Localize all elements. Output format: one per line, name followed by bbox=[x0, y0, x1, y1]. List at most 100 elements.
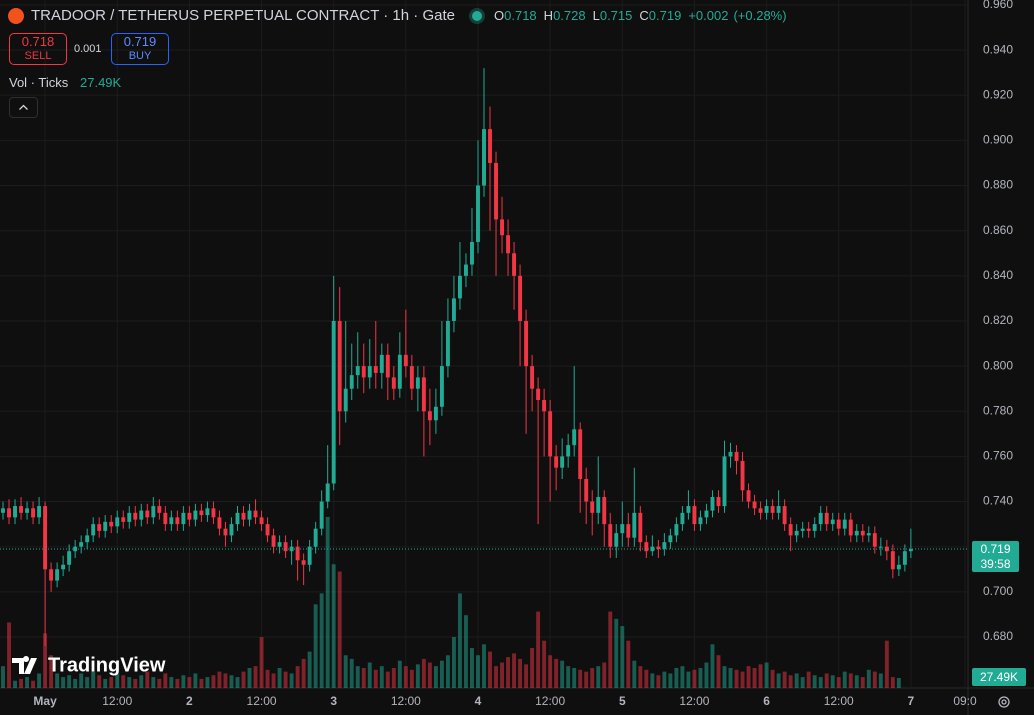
volume-bar bbox=[674, 667, 679, 688]
candle-body bbox=[890, 551, 895, 570]
candle-body bbox=[331, 320, 336, 484]
candle-body bbox=[614, 533, 619, 547]
volume-bar bbox=[439, 660, 444, 688]
y-tick-label: 0.800 bbox=[983, 358, 1013, 372]
candle-body bbox=[55, 569, 60, 581]
ohlc-label: H bbox=[543, 8, 554, 23]
sell-button[interactable]: 0.718 SELL bbox=[9, 33, 67, 65]
sell-price: 0.718 bbox=[21, 34, 55, 49]
volume-bar bbox=[620, 626, 625, 688]
candle-body bbox=[409, 366, 414, 389]
candle-body bbox=[482, 129, 486, 186]
last-price: 0.719 bbox=[980, 542, 1011, 556]
candle-body bbox=[734, 451, 739, 461]
x-tick-label: 12:00 bbox=[391, 694, 421, 708]
collapse-button[interactable] bbox=[9, 97, 38, 118]
candle-body bbox=[680, 512, 685, 525]
candle-body bbox=[115, 517, 120, 527]
volume-bar bbox=[692, 669, 697, 688]
volume-bar bbox=[464, 615, 468, 688]
candle-body bbox=[445, 320, 450, 367]
grid bbox=[0, 0, 968, 688]
candle-body bbox=[139, 510, 144, 520]
volume-bar bbox=[794, 673, 799, 688]
candle-body bbox=[686, 506, 691, 513]
candle-body bbox=[872, 533, 877, 547]
candle-body bbox=[530, 366, 535, 389]
candle-body bbox=[421, 377, 426, 412]
volume-bar bbox=[427, 662, 432, 688]
volume-bar bbox=[602, 662, 607, 688]
spread: 0.001 bbox=[74, 43, 102, 55]
candle-body bbox=[235, 512, 240, 525]
candle-body bbox=[554, 456, 559, 468]
market-status bbox=[472, 11, 482, 21]
candle-body bbox=[181, 512, 186, 525]
volume-bar bbox=[379, 666, 384, 688]
candle-body bbox=[692, 506, 697, 525]
candle-body bbox=[782, 506, 787, 525]
volume-bar bbox=[494, 666, 498, 688]
volume-bar bbox=[770, 669, 775, 688]
volume-bar bbox=[433, 666, 438, 688]
volume-bar bbox=[524, 664, 529, 688]
candle-body bbox=[668, 535, 673, 543]
candle-body bbox=[476, 185, 480, 242]
volume-bar bbox=[25, 677, 30, 688]
candle-body bbox=[764, 506, 769, 513]
candle-body bbox=[572, 429, 577, 446]
volume-bar bbox=[644, 669, 649, 688]
volume-bar bbox=[181, 675, 186, 688]
volume-bar bbox=[397, 660, 402, 688]
volume-bar bbox=[860, 677, 865, 688]
candle-body bbox=[247, 510, 252, 520]
volume-bar bbox=[824, 673, 829, 688]
volume-bar bbox=[97, 675, 102, 688]
candle-body bbox=[157, 506, 162, 513]
candle-body bbox=[602, 497, 607, 525]
candle-body bbox=[151, 506, 156, 518]
volume-bar bbox=[482, 644, 486, 688]
volume-bar bbox=[752, 667, 757, 688]
candle-body bbox=[788, 524, 793, 536]
x-tick-label: 09:0 bbox=[953, 694, 977, 708]
y-tick-label: 0.960 bbox=[983, 0, 1013, 11]
volume-bar bbox=[734, 669, 739, 688]
candle-body bbox=[187, 512, 192, 520]
candle-body bbox=[109, 521, 114, 527]
y-tick-label: 0.900 bbox=[983, 133, 1013, 147]
volume-bar bbox=[830, 675, 835, 688]
candle-body bbox=[794, 530, 799, 536]
volume-bar bbox=[548, 655, 553, 688]
candle-body bbox=[355, 366, 360, 376]
volume-bar bbox=[488, 651, 492, 688]
volume-tag: 27.49K bbox=[972, 668, 1026, 686]
candle-body bbox=[500, 219, 504, 236]
volume-bar bbox=[590, 667, 595, 688]
candle-body bbox=[650, 546, 655, 552]
candle-body bbox=[31, 508, 36, 518]
volume-bar bbox=[277, 667, 282, 688]
axes: 0.960 0.940 0.920 0.900 0.880 0.860 0.840 0.820… bbox=[33, 0, 1013, 708]
volume-bar bbox=[271, 673, 276, 688]
candle-body bbox=[836, 519, 841, 529]
x-tick-label: May bbox=[33, 694, 57, 708]
volume-bar bbox=[55, 673, 60, 688]
candle-body bbox=[367, 366, 372, 378]
volume-bar bbox=[187, 677, 192, 688]
candle-body bbox=[728, 451, 733, 457]
candle-body bbox=[524, 320, 529, 367]
settings-icon[interactable] bbox=[998, 696, 1010, 708]
candle-body bbox=[307, 546, 312, 565]
candle-body bbox=[902, 551, 907, 565]
volume-bar bbox=[67, 675, 72, 688]
buy-label: BUY bbox=[128, 50, 152, 62]
buy-button[interactable]: 0.719 BUY bbox=[111, 33, 169, 65]
candle-body bbox=[806, 528, 811, 531]
volume-bar bbox=[451, 637, 456, 688]
volume-bar bbox=[680, 666, 685, 688]
candle-body bbox=[638, 512, 643, 543]
volume-bar bbox=[373, 669, 378, 688]
candle-body bbox=[722, 456, 727, 507]
